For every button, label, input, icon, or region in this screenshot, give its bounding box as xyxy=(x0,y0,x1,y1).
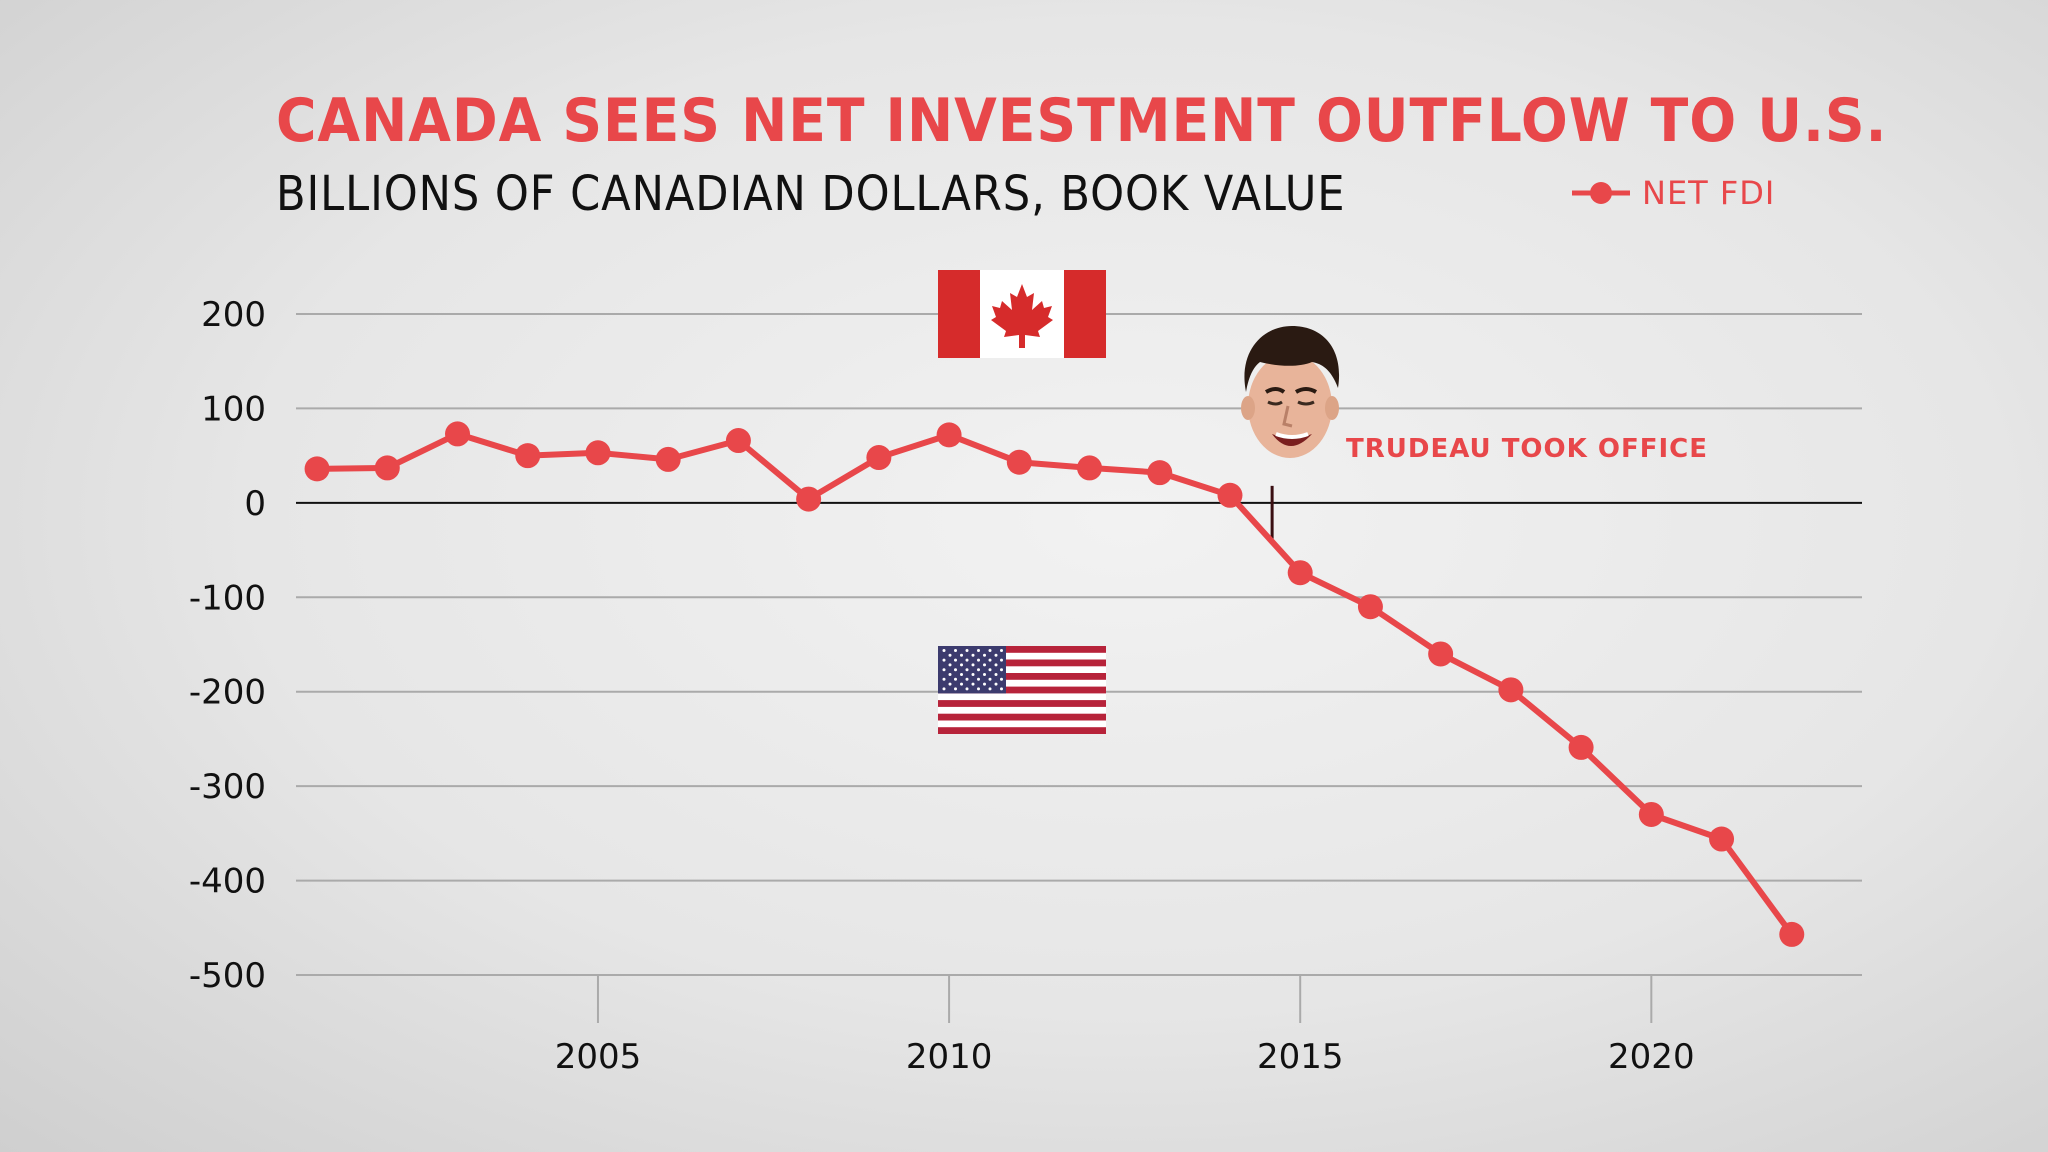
y-tick-label: -400 xyxy=(189,862,266,902)
data-point xyxy=(1217,482,1243,508)
data-point xyxy=(1147,460,1173,486)
y-tick-label: -100 xyxy=(189,578,266,618)
data-point xyxy=(445,421,471,447)
data-point xyxy=(1006,449,1032,475)
us-flag-icon xyxy=(938,646,1106,734)
y-tick-label: -500 xyxy=(189,956,266,996)
x-tick-label: 2020 xyxy=(1608,1037,1695,1077)
data-point xyxy=(1357,594,1383,620)
data-point xyxy=(304,456,330,482)
data-point xyxy=(936,422,962,448)
data-point xyxy=(1568,734,1594,760)
x-tick-label: 2015 xyxy=(1257,1037,1344,1077)
y-tick-label: 200 xyxy=(201,295,266,335)
data-point xyxy=(1779,921,1805,947)
data-point xyxy=(796,486,822,512)
data-point xyxy=(1498,677,1524,703)
y-tick-label: -200 xyxy=(189,673,266,713)
y-tick-label: 100 xyxy=(201,389,266,429)
legend-label: NET FDI xyxy=(1642,174,1776,212)
legend-marker-icon xyxy=(1572,182,1630,204)
legend: NET FDI xyxy=(1570,174,1775,212)
data-point xyxy=(585,440,611,466)
data-point xyxy=(1709,826,1735,852)
data-point xyxy=(374,455,400,481)
data-point xyxy=(1428,641,1454,667)
chart-title: CANADA SEES NET INVESTMENT OUTFLOW TO U.… xyxy=(276,86,1888,156)
data-point xyxy=(725,428,751,454)
data-point xyxy=(1638,801,1664,827)
data-point xyxy=(655,446,681,472)
data-point xyxy=(515,443,541,469)
annotation-label: TRUDEAU TOOK OFFICE xyxy=(1346,434,1708,464)
trudeau-face-icon xyxy=(1241,326,1340,458)
x-tick-label: 2010 xyxy=(906,1037,993,1077)
series-line xyxy=(317,430,1795,937)
y-tick-label: 0 xyxy=(244,484,266,524)
data-point xyxy=(1287,560,1313,586)
chart-subtitle: BILLIONS OF CANADIAN DOLLARS, BOOK VALUE xyxy=(276,166,1346,222)
y-tick-label: -300 xyxy=(189,767,266,807)
x-tick-label: 2005 xyxy=(555,1037,642,1077)
data-point xyxy=(866,445,892,471)
data-point xyxy=(1077,455,1103,481)
canada-flag-icon xyxy=(938,270,1106,358)
